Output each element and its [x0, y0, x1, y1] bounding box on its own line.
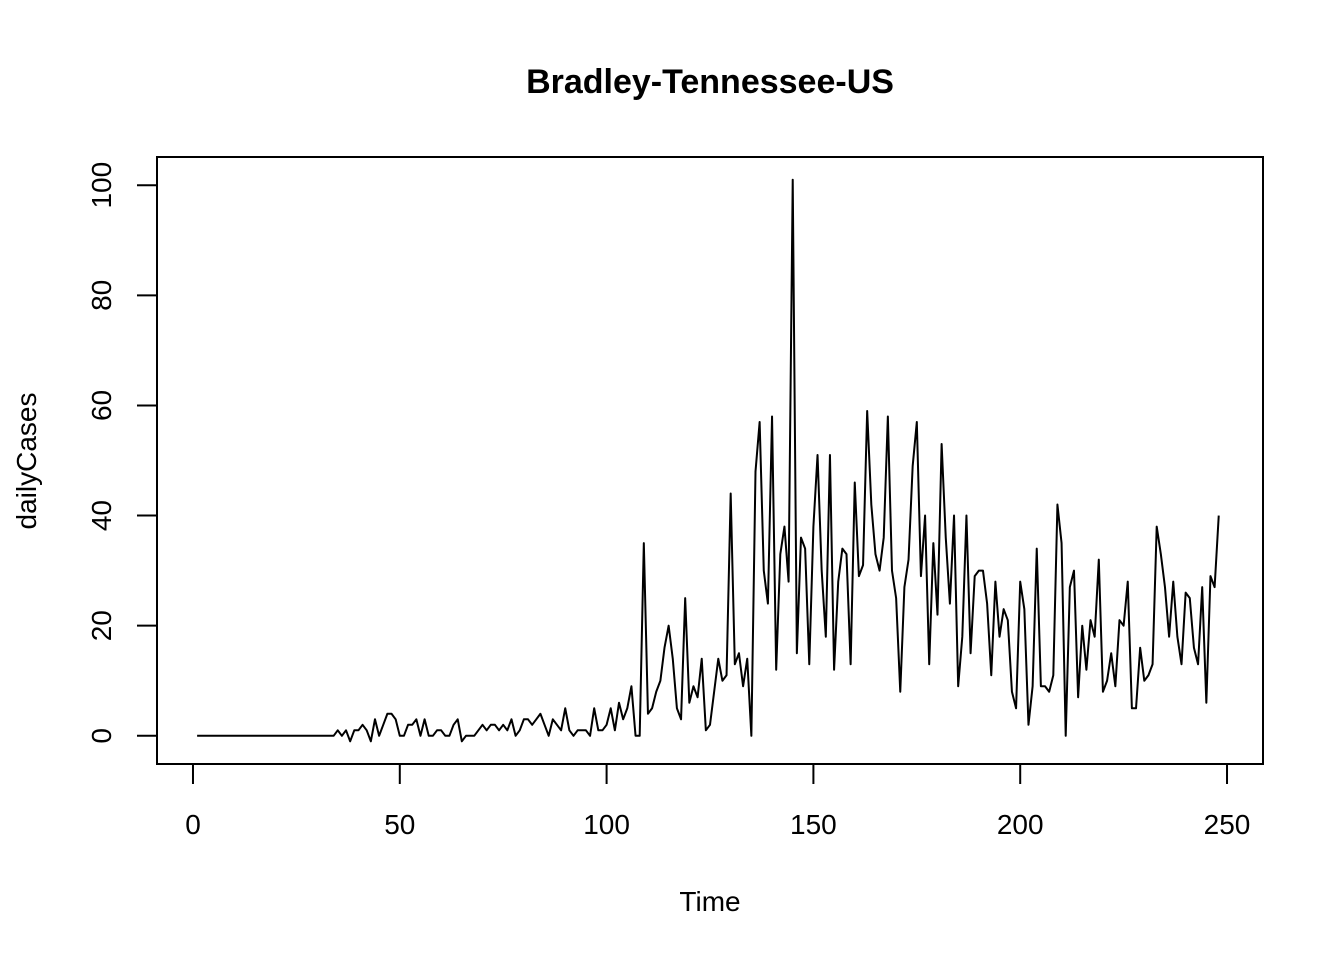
- x-tick-label: 100: [583, 809, 630, 840]
- y-tick-label: 40: [86, 500, 117, 531]
- x-tick-label: 0: [185, 809, 201, 840]
- plot-frame: [156, 156, 1264, 765]
- y-tick-label: 100: [86, 162, 117, 209]
- y-tick-label: 0: [86, 728, 117, 744]
- y-tick-label: 60: [86, 390, 117, 421]
- x-tick-label: 150: [790, 809, 837, 840]
- x-tick-label: 250: [1204, 809, 1251, 840]
- series-layer: [197, 178, 1220, 743]
- x-tick-label: 200: [997, 809, 1044, 840]
- x-axis: 0 50 100 150 200 250: [185, 763, 1251, 840]
- x-tick-label: 50: [384, 809, 415, 840]
- series-line: [197, 178, 1220, 743]
- chart-title: Bradley-Tennessee-US: [526, 63, 894, 101]
- y-tick-label: 20: [86, 610, 117, 641]
- y-tick-label: 80: [86, 280, 117, 311]
- y-axis-label: dailyCases: [11, 393, 42, 530]
- x-axis-label: Time: [679, 886, 740, 917]
- y-axis: 0 20 40 60 80 100: [86, 162, 158, 744]
